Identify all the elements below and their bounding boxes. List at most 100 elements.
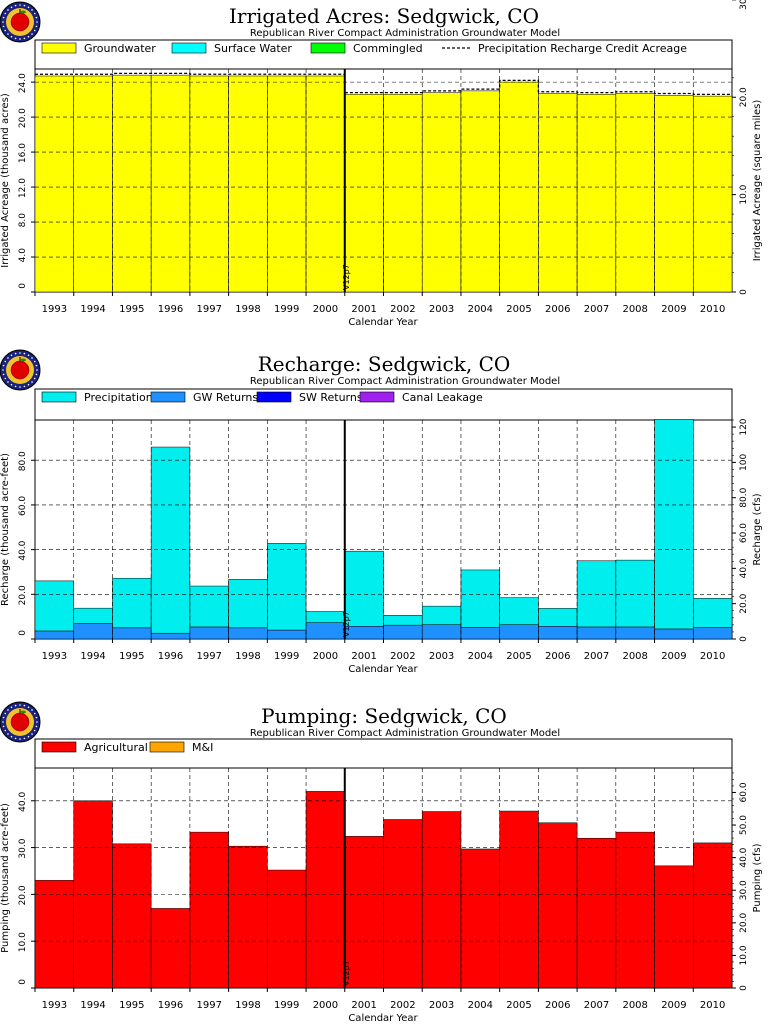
y2tick-label: 60.0 <box>739 782 749 802</box>
bar-2007-groundwater <box>576 94 617 293</box>
legend-label: Precipitation Recharge Credit Acreage <box>478 42 687 55</box>
bar-2003-gw-returns <box>421 624 462 640</box>
bar-1996-groundwater <box>150 74 191 293</box>
xtick-label: 2003 <box>429 651 454 662</box>
xtick-label: 1997 <box>197 651 222 662</box>
logo-dot <box>14 704 17 707</box>
xtick-label: 2007 <box>584 304 609 315</box>
ytick-label: 4.0 <box>18 248 28 263</box>
bar-1994-groundwater <box>73 75 113 293</box>
legend-swatch-2 <box>310 42 346 54</box>
logo-dot <box>2 725 5 728</box>
chart-subtitle: Republican River Compact Administration … <box>250 728 560 739</box>
logo-dot <box>4 729 7 732</box>
xtick-label: 2003 <box>429 304 454 315</box>
xtick-label: 1994 <box>80 304 105 315</box>
bar-2005-agricultural <box>499 810 539 989</box>
xtick-label: 1996 <box>158 304 183 315</box>
chart-subtitle: Republican River Compact Administration … <box>250 376 560 387</box>
legend-label: M&I <box>192 741 213 754</box>
logo-dot <box>4 377 7 380</box>
bar-2006-precipitation <box>538 608 578 627</box>
bar-2007-agricultural <box>576 837 617 989</box>
bar-2009-agricultural <box>654 865 694 989</box>
y-axis-label: Recharge (thousand acre-feet) <box>0 453 11 606</box>
logo-dot <box>14 385 17 388</box>
bar-2004-precipitation <box>460 569 500 628</box>
ytick-label: 20.0 <box>18 108 28 128</box>
y2tick-label: 10.0 <box>739 184 749 204</box>
logo-dot <box>10 383 13 386</box>
xtick-label: 2000 <box>313 651 338 662</box>
bar-1998-agricultural <box>228 845 268 989</box>
apple-stem <box>19 709 21 714</box>
logo-dot <box>27 354 30 357</box>
y2tick-label: 0 <box>739 636 749 642</box>
bar-1999-gw-returns <box>267 629 307 640</box>
legend-label: Groundwater <box>84 42 156 55</box>
y-axis-label: Irrigated Acreage (thousand acres) <box>0 93 11 268</box>
y2-axis-label: Irrigated Acreage (square miles) <box>752 100 763 262</box>
ytick-label: 20.0 <box>18 885 28 905</box>
logo-dot <box>31 357 33 359</box>
legend-swatch-0 <box>41 42 77 54</box>
ytick-label: 40.0 <box>18 540 28 560</box>
xtick-label: 2009 <box>661 304 686 315</box>
logo-dot <box>33 12 36 15</box>
chart-panel-1: Irrigated Acres: Sedgwick, CORepublican … <box>0 0 763 328</box>
xtick-label: 2005 <box>506 1000 531 1011</box>
y2-axis-label: Recharge (cfs) <box>752 493 763 565</box>
logo-dot <box>27 735 30 738</box>
y2tick-label: 20.0 <box>739 913 749 933</box>
bar-2006-groundwater <box>538 93 578 293</box>
y2tick-label: 120 <box>739 418 749 435</box>
bar-2010-precipitation <box>693 598 733 628</box>
bar-2010-gw-returns <box>693 627 733 640</box>
xtick-label: 2001 <box>351 304 376 315</box>
legend-label: Canal Leakage <box>402 391 483 404</box>
bar-2000-groundwater <box>305 75 346 293</box>
y2tick-label: 20.0 <box>739 87 749 107</box>
xtick-label: 2002 <box>390 1000 415 1011</box>
apple-stem <box>19 357 21 362</box>
ytick-label: 16.0 <box>18 143 28 163</box>
xtick-label: 2002 <box>390 651 415 662</box>
y2tick-label: 30.0 <box>739 880 749 900</box>
chart-subtitle: Republican River Compact Administration … <box>250 28 560 39</box>
bar-2007-gw-returns <box>576 626 617 640</box>
bar-1997-groundwater <box>189 75 229 293</box>
xtick-label: 1998 <box>235 651 260 662</box>
logo-dot <box>10 35 13 38</box>
logo-dot <box>2 369 4 371</box>
logo-dot <box>27 383 30 386</box>
bar-2009-precipitation <box>654 419 694 630</box>
logo-dot <box>2 373 5 376</box>
ytick-label: 0 <box>18 979 28 985</box>
logo-dot <box>2 364 5 367</box>
y2tick-label: 10.0 <box>739 945 749 965</box>
bar-2006-gw-returns <box>538 626 578 640</box>
ytick-label: 30.0 <box>18 838 28 858</box>
logo-dot <box>35 716 38 719</box>
xtick-label: 2006 <box>545 304 570 315</box>
ytick-label: 8.0 <box>18 213 28 228</box>
logo-dot <box>10 354 13 357</box>
logo-dot <box>4 712 7 715</box>
bar-2008-groundwater <box>615 93 655 293</box>
logo-dot <box>35 364 38 367</box>
y2tick-label: 40.0 <box>739 558 749 578</box>
bar-2009-gw-returns <box>654 628 694 640</box>
ytick-label: 80.0 <box>18 451 28 471</box>
legend-swatch-2 <box>256 391 292 403</box>
chart-title: Pumping: Sedgwick, CO <box>261 704 507 728</box>
xtick-label: 1999 <box>274 304 299 315</box>
xtick-label: 2004 <box>468 651 493 662</box>
logo-dot <box>27 706 30 709</box>
bar-2004-gw-returns <box>460 627 500 640</box>
bar-2000-precipitation <box>305 611 346 623</box>
y2tick-label: 30.0 <box>739 0 749 10</box>
bar-1995-agricultural <box>112 843 152 989</box>
xtick-label: 1995 <box>119 651 144 662</box>
logo-dot <box>23 704 26 707</box>
bar-1997-precipitation <box>189 585 229 628</box>
